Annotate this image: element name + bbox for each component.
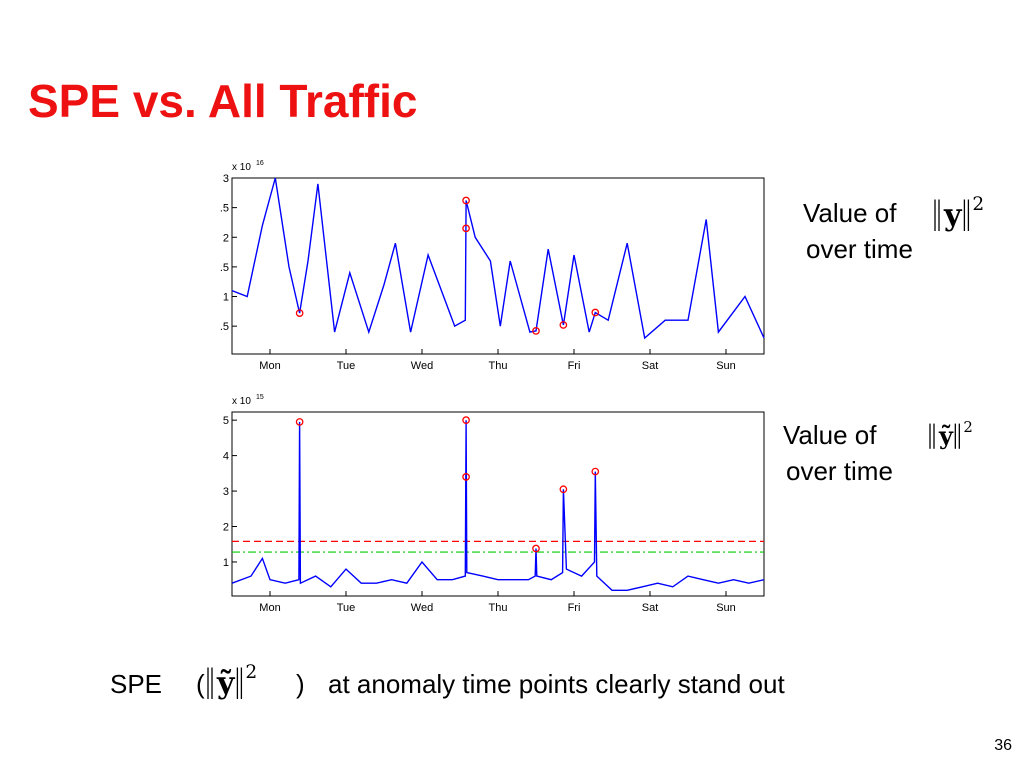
caption-paren: ( [196, 669, 205, 699]
anomaly-marker [462, 196, 470, 205]
norm-symbol: y [943, 198, 963, 233]
y-tick-label: 3 [223, 486, 229, 498]
y-scale-exponent: 15 [256, 394, 264, 401]
y-scale-exponent: 16 [256, 160, 264, 167]
norm-exponent: 2 [972, 194, 984, 215]
y-tick-label: 1 [223, 557, 229, 569]
y-tick-label: 3 [223, 173, 229, 185]
anomaly-marker [295, 309, 304, 317]
slide-title: SPE vs. All Traffic [28, 75, 417, 127]
anomaly-marker [462, 416, 470, 425]
y-tick-label: .5 [220, 262, 229, 274]
anomaly-marker [462, 473, 470, 481]
anomaly-marker [591, 308, 600, 317]
x-tick-label: Wed [411, 360, 433, 372]
anomaly-marker [559, 321, 568, 329]
x-tick-label: Sat [642, 360, 659, 372]
x-tick-label: Thu [489, 602, 508, 614]
anomaly-marker [532, 327, 540, 335]
anomaly-marker [559, 485, 568, 494]
x-tick-label: Wed [411, 602, 433, 614]
x-tick-label: Sat [642, 602, 659, 614]
side-label: Value of [803, 198, 897, 228]
caption-lead: SPE [110, 669, 162, 699]
anomaly-marker [295, 418, 304, 426]
y-tick-label: 2 [223, 232, 229, 244]
y-tick-label: 1 [223, 292, 229, 304]
x-tick-label: Thu [489, 360, 508, 372]
page-number: 36 [994, 737, 1012, 754]
side-label: over time [786, 456, 893, 486]
norm-exponent: 2 [245, 662, 257, 683]
norm-exponent: 2 [963, 418, 972, 436]
norm-symbol: ỹ [216, 666, 236, 701]
x-tick-label: Sun [716, 602, 736, 614]
x-tick-label: Fri [568, 360, 581, 372]
anomaly-marker [591, 467, 600, 476]
y-tick-label: .5 [220, 203, 229, 215]
plot-area [231, 411, 765, 597]
x-tick-label: Tue [337, 602, 356, 614]
y-tick-label: 2 [223, 522, 229, 534]
x-tick-label: Sun [716, 360, 736, 372]
side-label: Value of [783, 420, 877, 450]
x-tick-label: Mon [259, 602, 280, 614]
anomaly-marker [532, 544, 540, 553]
caption-text: at anomaly time points clearly stand out [328, 669, 785, 699]
y-tick-label: .5 [220, 321, 229, 333]
y-scale-label: x 10 [232, 162, 251, 173]
x-tick-label: Mon [259, 360, 280, 372]
caption-paren: ) [296, 669, 305, 699]
y-tick-label: 4 [223, 451, 229, 463]
plot-area [231, 177, 765, 355]
x-tick-label: Tue [337, 360, 356, 372]
side-label: over time [806, 234, 913, 264]
norm-symbol: ỹ [938, 421, 954, 450]
anomaly-marker [462, 224, 470, 233]
series-line [231, 177, 765, 340]
y-scale-label: x 10 [232, 396, 251, 407]
series-line [231, 420, 765, 591]
y-tick-label: 5 [223, 415, 229, 427]
x-tick-label: Fri [568, 602, 581, 614]
